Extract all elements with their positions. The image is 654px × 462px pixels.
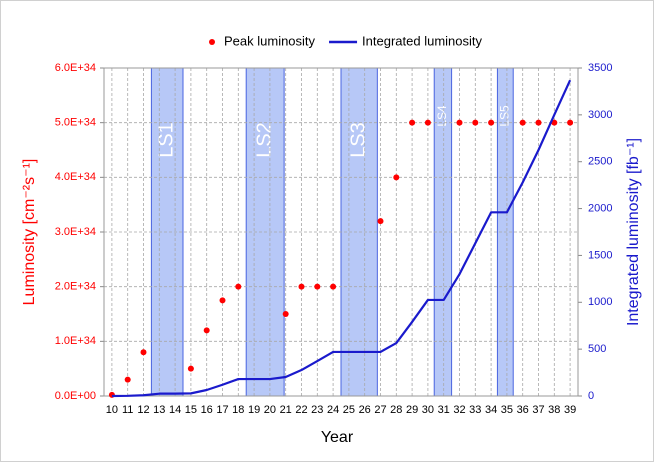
peak-point — [488, 119, 495, 126]
y2-tick-label: 500 — [588, 343, 606, 355]
y2-tick-label: 3500 — [588, 62, 612, 74]
peak-point — [124, 376, 131, 383]
peak-point — [330, 283, 337, 290]
y-axis-title: Luminosity [cm⁻²s⁻¹] — [21, 159, 38, 306]
y2-tick-label: 1000 — [588, 296, 612, 308]
x-tick-label: 10 — [106, 404, 118, 416]
peak-point — [535, 119, 542, 126]
legend-marker — [209, 39, 215, 45]
x-tick-label: 22 — [295, 404, 307, 416]
peak-point — [567, 119, 574, 126]
x-tick-label: 11 — [122, 404, 133, 416]
x-tick-label: 16 — [201, 404, 213, 416]
peak-point — [235, 283, 242, 290]
x-tick-label: 32 — [453, 404, 465, 416]
peak-point — [219, 297, 226, 304]
x-tick-label: 36 — [517, 404, 529, 416]
x-tick-label: 21 — [280, 404, 292, 416]
y2-tick-label: 2000 — [588, 202, 612, 214]
y-tick-label: 2.0E+34 — [55, 281, 96, 293]
x-tick-label: 28 — [390, 404, 402, 416]
x-tick-label: 39 — [564, 404, 576, 416]
y2-tick-label: 0 — [588, 390, 594, 402]
y-tick-label: 1.0E+34 — [55, 335, 96, 347]
y2-tick-label: 3000 — [588, 109, 612, 121]
x-tick-label: 19 — [248, 404, 260, 416]
peak-point — [519, 119, 526, 126]
x-tick-label: 18 — [232, 404, 244, 416]
peak-point — [377, 218, 384, 225]
x-tick-label: 23 — [311, 404, 323, 416]
peak-point — [282, 311, 289, 317]
legend-label: Peak luminosity — [224, 33, 316, 48]
peak-point — [424, 119, 431, 126]
y2-axis-title: Integrated luminosity [fb⁻¹] — [625, 138, 642, 326]
peak-point — [456, 119, 463, 126]
shutdown-label: LS4 — [435, 105, 449, 127]
x-tick-label: 20 — [264, 404, 276, 416]
y2-tick-label: 1500 — [588, 249, 612, 261]
peak-point — [393, 174, 400, 181]
x-tick-label: 12 — [137, 404, 149, 416]
y2-tick-label: 2500 — [588, 156, 612, 168]
shutdown-label: LS1 — [155, 122, 177, 158]
x-tick-label: 37 — [532, 404, 544, 416]
y-tick-label: 3.0E+34 — [55, 226, 96, 238]
x-tick-label: 15 — [185, 404, 197, 416]
peak-point — [187, 365, 194, 372]
shutdown-label: LS2 — [253, 122, 275, 158]
y-tick-label: 5.0E+34 — [55, 117, 96, 129]
peak-point — [140, 349, 147, 356]
x-tick-label: 31 — [438, 404, 450, 416]
y-tick-label: 4.0E+34 — [55, 171, 96, 183]
peak-point — [472, 119, 479, 126]
x-tick-label: 33 — [469, 404, 481, 416]
x-tick-label: 24 — [327, 404, 339, 416]
integrated-line — [111, 79, 572, 398]
peak-point — [409, 119, 416, 126]
x-tick-label: 29 — [406, 404, 418, 416]
shutdown-label: LS3 — [347, 122, 369, 158]
peak-point — [203, 327, 210, 334]
shutdown-label: LS5 — [497, 105, 511, 127]
x-tick-label: 14 — [169, 404, 181, 416]
x-tick-label: 30 — [422, 404, 434, 416]
peak-point — [314, 283, 321, 290]
x-tick-label: 27 — [374, 404, 386, 416]
x-axis-title: Year — [321, 429, 354, 446]
y-tick-label: 0.0E+00 — [55, 390, 96, 402]
y-tick-label: 6.0E+34 — [55, 62, 96, 74]
x-tick-label: 38 — [548, 404, 560, 416]
peak-point — [298, 283, 305, 290]
grid — [100, 67, 582, 397]
peak-point — [551, 119, 558, 126]
x-tick-label: 13 — [153, 404, 165, 416]
x-tick-label: 35 — [501, 404, 513, 416]
plot-frame — [103, 67, 579, 397]
x-tick-label: 26 — [359, 404, 371, 416]
legend-label: Integrated luminosity — [362, 33, 482, 48]
x-tick-label: 17 — [216, 404, 228, 416]
marks — [108, 79, 574, 398]
x-tick-label: 34 — [485, 404, 497, 416]
x-tick-label: 25 — [343, 404, 355, 416]
